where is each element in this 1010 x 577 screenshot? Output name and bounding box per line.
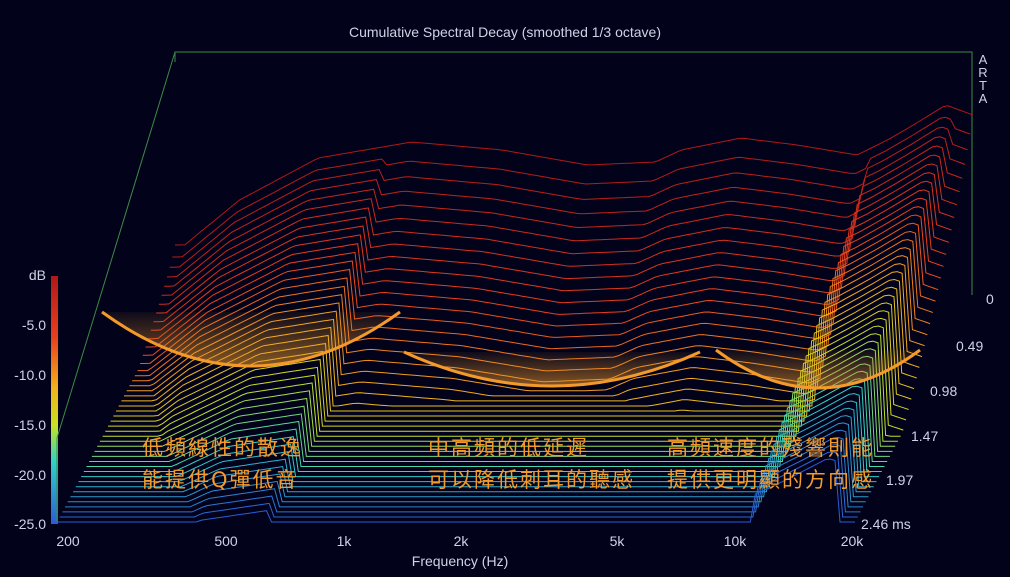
decay-slice-line	[91, 363, 890, 457]
decay-slice-line	[102, 333, 901, 437]
decay-slice-line	[59, 451, 858, 518]
x-tick-label: 200	[56, 533, 80, 549]
time-tick-label: 0	[986, 291, 994, 307]
decay-slice-line	[108, 317, 907, 427]
decay-slice-line	[140, 222, 939, 364]
decay-slice-line	[167, 136, 966, 278]
time-tick-label: 2.46 ms	[861, 516, 911, 532]
decay-slice-line	[73, 415, 872, 493]
annotation-line: 高頻速度的殘響則能	[667, 436, 874, 460]
y-tick-label: -5.0	[21, 317, 46, 333]
brand-letter: A	[978, 91, 988, 106]
x-tick-label: 5k	[609, 533, 625, 549]
brand-letter: A	[978, 52, 988, 67]
high-freq-highlight-outline	[715, 348, 921, 390]
mid-freq-highlight-outline	[403, 350, 701, 388]
annotation-mid-high-freq: 中高頻的低延遲 可以降低刺耳的聽感	[428, 432, 635, 496]
decay-slice-line	[78, 400, 877, 483]
annotation-high-freq: 高頻速度的殘響則能 提供更明顯的方向感	[667, 432, 874, 496]
y-tick-label: -20.0	[14, 467, 46, 483]
decay-slice-line	[65, 436, 863, 508]
decay-slice-line	[156, 172, 955, 314]
decay-slice-line	[150, 189, 950, 331]
annotation-low-freq: 低頻線性的散逸 能提供Q彈低音	[142, 432, 303, 496]
decay-slice-line	[86, 378, 885, 467]
decay-slice-line	[57, 458, 855, 523]
decay-slice-line	[75, 407, 874, 488]
annotation-line: 能提供Q彈低音	[142, 468, 299, 492]
decay-slice-line	[89, 370, 888, 462]
annotation-line: 低頻線性的散逸	[142, 436, 303, 460]
x-tick-label: 1k	[336, 533, 352, 549]
decay-slice-line	[145, 206, 944, 348]
decay-slice-line	[137, 230, 936, 372]
brand-letter: R	[978, 65, 988, 80]
x-tick-label: 10k	[723, 533, 747, 549]
decay-slice-line	[67, 429, 866, 503]
decay-slice-line	[161, 154, 960, 296]
decay-slice-line	[70, 422, 869, 498]
low-freq-highlight-outline	[101, 310, 401, 368]
decay-slice-line	[83, 385, 882, 472]
decay-slice-line	[110, 310, 909, 422]
color-scale-bar	[51, 276, 58, 524]
time-tick-label: 0.49	[956, 338, 984, 354]
time-tick-label: 1.47	[911, 428, 939, 444]
annotation-line: 中高頻的低延遲	[428, 436, 589, 460]
annotation-line: 可以降低刺耳的聽感	[428, 468, 635, 492]
y-tick-label: -10.0	[14, 367, 46, 383]
decay-slice-line	[97, 348, 896, 447]
decay-slice-line	[62, 444, 861, 513]
decay-slice-line	[105, 325, 904, 432]
decay-slice-line	[94, 355, 893, 452]
decay-slice-line	[99, 340, 898, 442]
decay-slice-line	[81, 393, 880, 478]
decay-slice-line	[175, 105, 974, 246]
annotation-line: 提供更明顯的方向感	[667, 468, 874, 492]
y-tick-label: -25.0	[14, 516, 46, 532]
y-tick-label: dB	[28, 267, 46, 283]
decay-slice-line	[169, 126, 968, 268]
x-tick-label: 20k	[840, 533, 864, 549]
x-tick-label: 2k	[453, 533, 469, 549]
decay-slice-line	[153, 180, 952, 323]
decay-slice-line	[142, 214, 941, 356]
time-tick-label: 1.97	[886, 472, 914, 488]
x-axis-label: Frequency (Hz)	[411, 553, 509, 569]
chart-title: Cumulative Spectral Decay (smoothed 1/3 …	[348, 24, 662, 40]
brand-letter: T	[979, 78, 987, 93]
decay-slice-line	[164, 145, 963, 287]
y-tick-label: -15.0	[14, 417, 46, 433]
time-tick-label: 0.98	[930, 383, 958, 399]
decay-slice-line	[148, 197, 947, 340]
decay-slice-line	[172, 116, 971, 258]
x-tick-label: 500	[214, 533, 238, 549]
decay-slice-line	[158, 163, 958, 305]
